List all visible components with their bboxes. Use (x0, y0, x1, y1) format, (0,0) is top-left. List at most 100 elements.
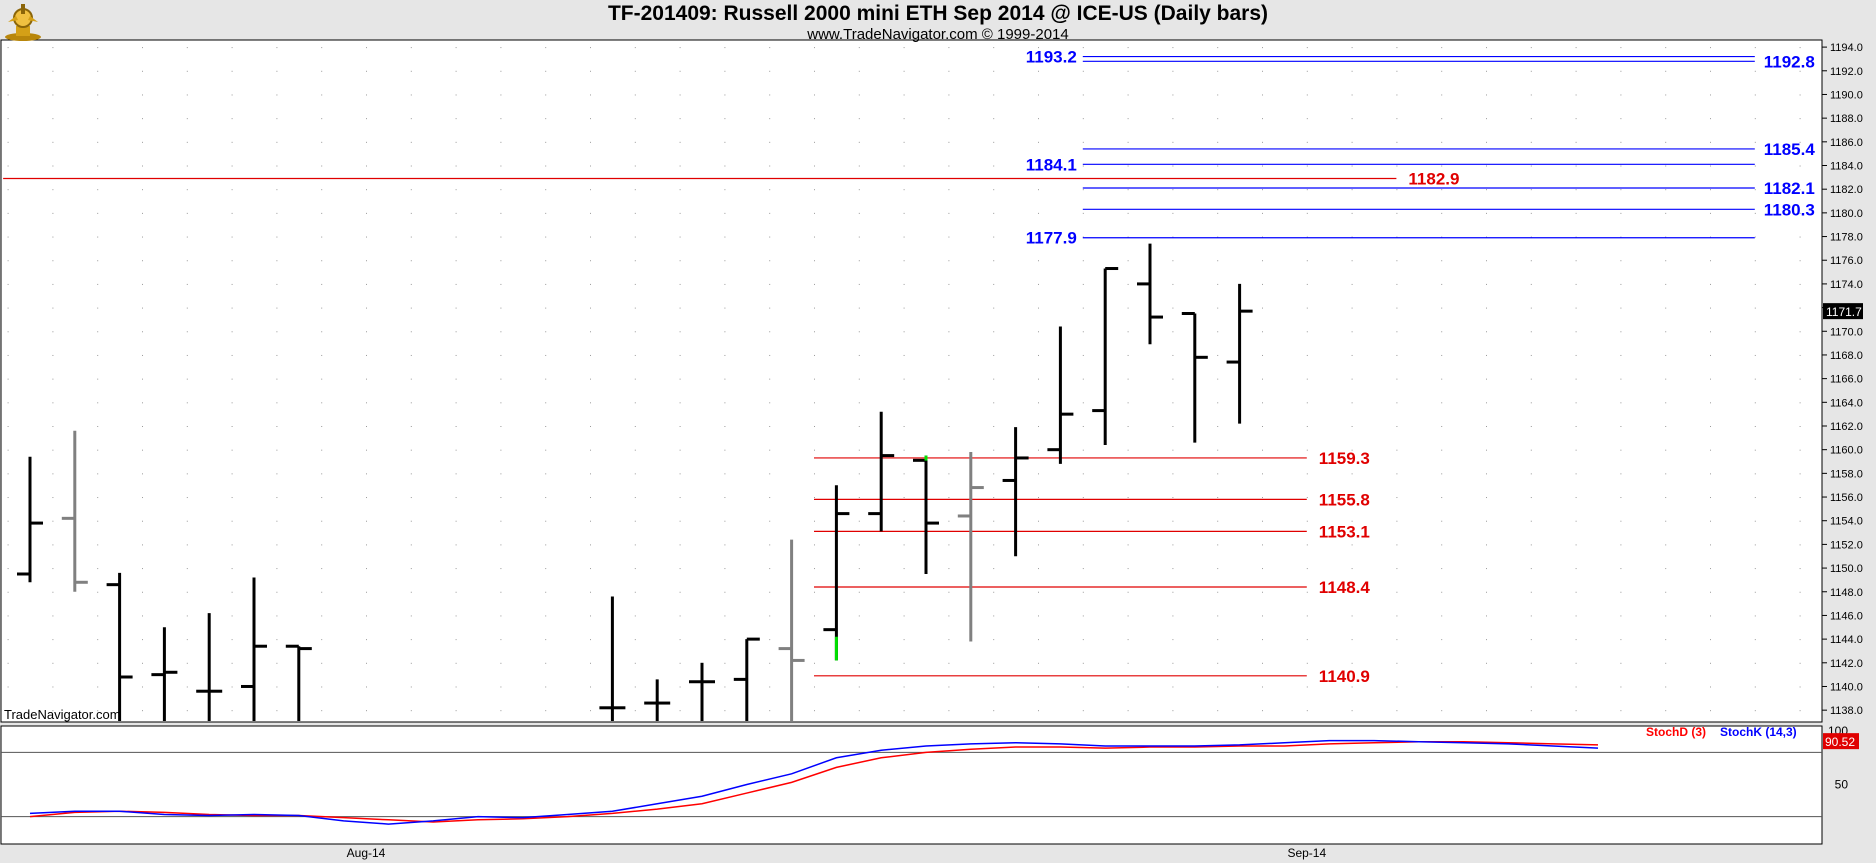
grid-dot (1441, 710, 1443, 712)
grid-dot (634, 449, 636, 451)
grid-dot (186, 520, 188, 522)
grid-dot (1038, 47, 1039, 49)
grid-dot (500, 473, 502, 475)
grid-dot (1306, 639, 1308, 641)
ohlc-bar (689, 662, 715, 721)
ohlc-bar (823, 485, 850, 661)
grid-dot (500, 662, 502, 664)
grid-dot (1038, 354, 1039, 356)
grid-dot (814, 331, 815, 333)
grid-dot (858, 639, 860, 641)
grid-dot (500, 615, 502, 617)
grid-dot (814, 662, 815, 664)
grid-dot (1620, 544, 1622, 546)
grid-dot (500, 544, 502, 546)
grid-dot (1486, 639, 1487, 641)
grid-dot (276, 354, 278, 356)
grid-dot (1441, 283, 1443, 285)
grid-dot (97, 662, 99, 664)
grid-dot (455, 544, 457, 546)
grid-dot (500, 141, 502, 143)
grid-dot (1217, 331, 1219, 333)
grid-dot (1486, 710, 1487, 712)
grid-dot (1754, 354, 1756, 356)
grid-dot (7, 189, 9, 191)
grid-dot (1127, 710, 1129, 712)
grid-dot (7, 141, 9, 143)
grid-dot (1082, 236, 1084, 238)
grid-dot (1396, 141, 1398, 143)
grid-dot (231, 686, 233, 688)
grid-dot (1620, 354, 1622, 356)
grid-dot (545, 710, 547, 712)
grid-dot (1262, 94, 1263, 96)
grid-dot (321, 283, 323, 285)
grid-dot (769, 425, 771, 427)
grid-dot (276, 591, 278, 593)
grid-dot (679, 378, 681, 380)
grid-dot (724, 331, 726, 333)
grid-dot (814, 497, 815, 499)
grid-dot (545, 331, 547, 333)
grid-dot (590, 662, 591, 664)
grid-dot (679, 283, 681, 285)
grid-dot (1665, 686, 1667, 688)
grid-dot (1754, 497, 1756, 499)
grid-dot (1754, 165, 1756, 167)
grid-dot (321, 520, 323, 522)
grid-dot (590, 331, 591, 333)
grid-dot (1396, 189, 1398, 191)
grid-dot (142, 568, 143, 570)
grid-dot (7, 425, 9, 427)
grid-dot (858, 520, 860, 522)
grid-dot (724, 425, 726, 427)
grid-dot (993, 331, 995, 333)
grid-dot (948, 568, 950, 570)
grid-dot (142, 710, 143, 712)
grid-dot (590, 378, 591, 380)
grid-dot (1082, 307, 1084, 309)
grid-dot (1306, 212, 1308, 214)
grid-dot (1127, 307, 1129, 309)
grid-dot (186, 686, 188, 688)
grid-dot (1396, 497, 1398, 499)
grid-dot (1530, 47, 1532, 49)
price-tick-label: 1170.0 (1830, 326, 1863, 338)
grid-dot (1217, 591, 1219, 593)
grid-dot (903, 70, 905, 72)
grid-dot (1799, 425, 1801, 427)
grid-dot (858, 378, 860, 380)
stoch-line-k (29, 739, 1599, 825)
grid-dot (366, 591, 367, 593)
grid-dot (410, 402, 412, 404)
grid-dot (993, 141, 995, 143)
grid-dot (97, 710, 99, 712)
grid-dot (1396, 70, 1398, 72)
grid-dot (455, 591, 457, 593)
grid-dot (52, 449, 54, 451)
grid-dot (1038, 189, 1039, 191)
grid-dot (1082, 331, 1084, 333)
grid-dot (231, 615, 233, 617)
last-price-box (1823, 303, 1863, 320)
grid-dot (1396, 425, 1398, 427)
grid-dot (1441, 378, 1443, 380)
grid-dot (948, 591, 950, 593)
grid-dot (1754, 710, 1756, 712)
level-label-1192.8: 1192.8 (1764, 52, 1815, 71)
grid-dot (1262, 118, 1263, 120)
grid-dot (724, 544, 726, 546)
grid-dot (97, 236, 99, 238)
grid-dot (1575, 710, 1577, 712)
grid-dot (231, 307, 233, 309)
grid-dot (679, 449, 681, 451)
grid-dot (1306, 70, 1308, 72)
grid-dot (186, 568, 188, 570)
grid-dot (1486, 425, 1487, 427)
grid-dot (142, 260, 143, 262)
grid-dot (142, 520, 143, 522)
grid-dot (1306, 236, 1308, 238)
price-tick-label: 1194.0 (1830, 42, 1863, 54)
grid-dot (1710, 165, 1711, 167)
grid-dot (1575, 591, 1577, 593)
